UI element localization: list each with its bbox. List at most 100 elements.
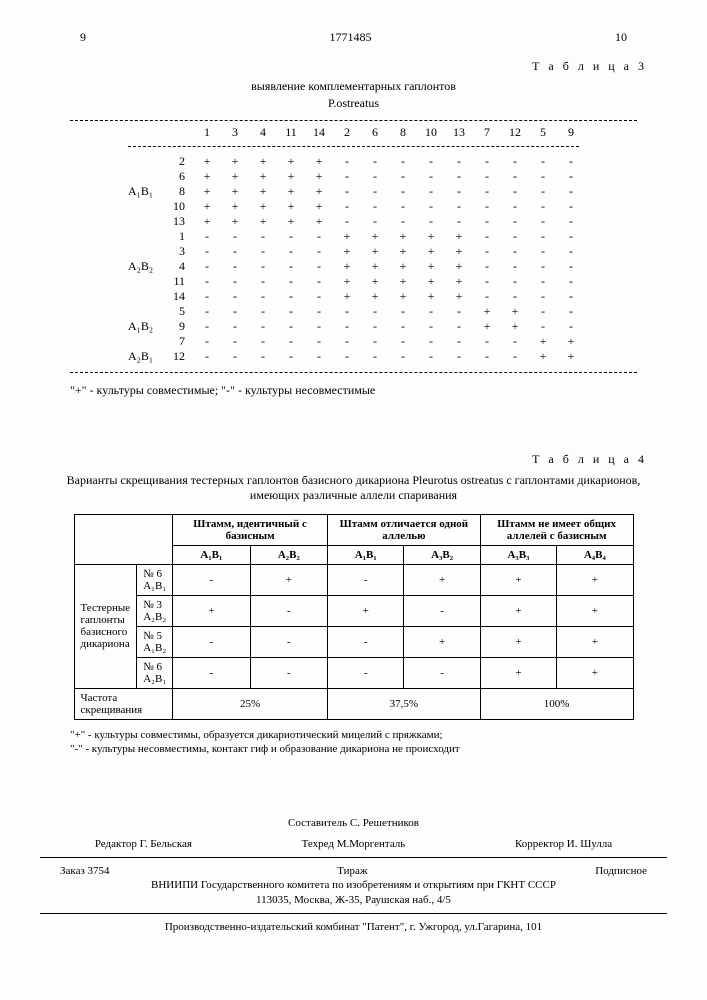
matrix-cell: + [305,154,333,169]
matrix-cell: - [529,319,557,334]
matrix-cell: - [445,214,473,229]
matrix-cell: - [529,154,557,169]
matrix-cell: + [277,214,305,229]
matrix-cell: - [277,304,305,319]
row-number: 3 [163,244,193,259]
row-number: 5 [163,304,193,319]
group-label: A₁B₂ [122,319,163,334]
matrix-cell: - [389,154,417,169]
matrix-cell: - [501,229,529,244]
matrix-cell: + [529,349,557,364]
matrix-cell: - [389,169,417,184]
cross-cell: + [250,564,327,595]
matrix-cell: - [501,244,529,259]
table4-label: Т а б л и ц а 4 [40,452,647,467]
matrix-cell: - [249,289,277,304]
matrix-cell: + [249,214,277,229]
matrix-cell: - [445,349,473,364]
matrix-cell: - [417,214,445,229]
tirage: Тираж [337,864,367,878]
matrix-cell: - [473,169,501,184]
matrix-cell: + [249,199,277,214]
row-number: 10 [163,199,193,214]
col-header: 4 [249,125,277,140]
matrix-cell: + [389,244,417,259]
col-header: 12 [501,125,529,140]
matrix-cell: + [417,244,445,259]
dashed-divider [70,120,637,121]
matrix-cell: + [193,154,221,169]
matrix-cell: - [249,319,277,334]
group-label [122,274,163,289]
cross-cell: + [557,595,633,626]
matrix-cell: + [305,214,333,229]
group-label: A₂B₁ [122,349,163,364]
col-header: 3 [221,125,249,140]
table3-subtitle: выявление комплементарных гаплонтов P.os… [40,78,667,112]
page-header: 9 1771485 10 [40,30,667,55]
matrix-cell: - [305,334,333,349]
table4: Штамм, идентичный с базиснымШтамм отлича… [74,514,634,720]
matrix-cell: - [501,154,529,169]
matrix-cell: - [277,274,305,289]
matrix-cell: - [305,244,333,259]
row-number: 7 [163,334,193,349]
matrix-cell: - [501,199,529,214]
matrix-cell: - [417,184,445,199]
matrix-cell: - [529,169,557,184]
matrix-cell: - [557,289,585,304]
matrix-cell: - [249,244,277,259]
matrix-cell: + [361,259,389,274]
matrix-cell: - [557,214,585,229]
matrix-cell: + [557,349,585,364]
col-header: 6 [361,125,389,140]
matrix-cell: - [529,259,557,274]
col-header: 2 [333,125,361,140]
cross-cell: + [557,626,633,657]
matrix-cell: - [333,334,361,349]
matrix-cell: - [389,349,417,364]
footer: Составитель С. Решетников Редактор Г. Бе… [40,816,667,934]
matrix-cell: + [305,169,333,184]
matrix-cell: + [445,274,473,289]
matrix-cell: + [417,259,445,274]
matrix-cell: - [557,259,585,274]
cross-cell: + [480,595,556,626]
compiler: Составитель С. Решетников [40,816,667,830]
tester-label: № 6 A₁B₁ [137,564,173,595]
matrix-cell: + [445,259,473,274]
matrix-cell: - [417,334,445,349]
dashed-divider [70,372,637,373]
row-number: 2 [163,154,193,169]
matrix-cell: + [277,154,305,169]
matrix-cell: - [529,184,557,199]
matrix-cell: - [193,259,221,274]
matrix-cell: - [557,199,585,214]
matrix-cell: + [473,304,501,319]
matrix-cell: + [445,229,473,244]
matrix-cell: - [305,319,333,334]
table3-label: Т а б л и ц а 3 [40,59,647,74]
sub-header: A₁B₁ [328,545,404,564]
matrix-cell: + [389,289,417,304]
matrix-cell: - [361,199,389,214]
matrix-cell: - [221,319,249,334]
cross-cell: - [250,626,327,657]
matrix-cell: - [221,349,249,364]
matrix-cell: - [361,349,389,364]
org: ВНИИПИ Государственного комитета по изоб… [40,878,667,892]
table3-legend: "+" - культуры совместимые; "-" - культу… [70,383,637,398]
matrix-cell: - [417,199,445,214]
matrix-cell: - [193,319,221,334]
freq-cell: 37,5% [328,688,481,719]
cross-cell: + [404,564,480,595]
cross-cell: + [173,595,250,626]
row-number: 12 [163,349,193,364]
doc-number: 1771485 [86,30,615,45]
tester-label: № 6 A₂B₁ [137,657,173,688]
matrix-cell: - [557,169,585,184]
matrix-cell: - [557,184,585,199]
matrix-cell: - [249,304,277,319]
group-label [122,289,163,304]
col-header: 7 [473,125,501,140]
